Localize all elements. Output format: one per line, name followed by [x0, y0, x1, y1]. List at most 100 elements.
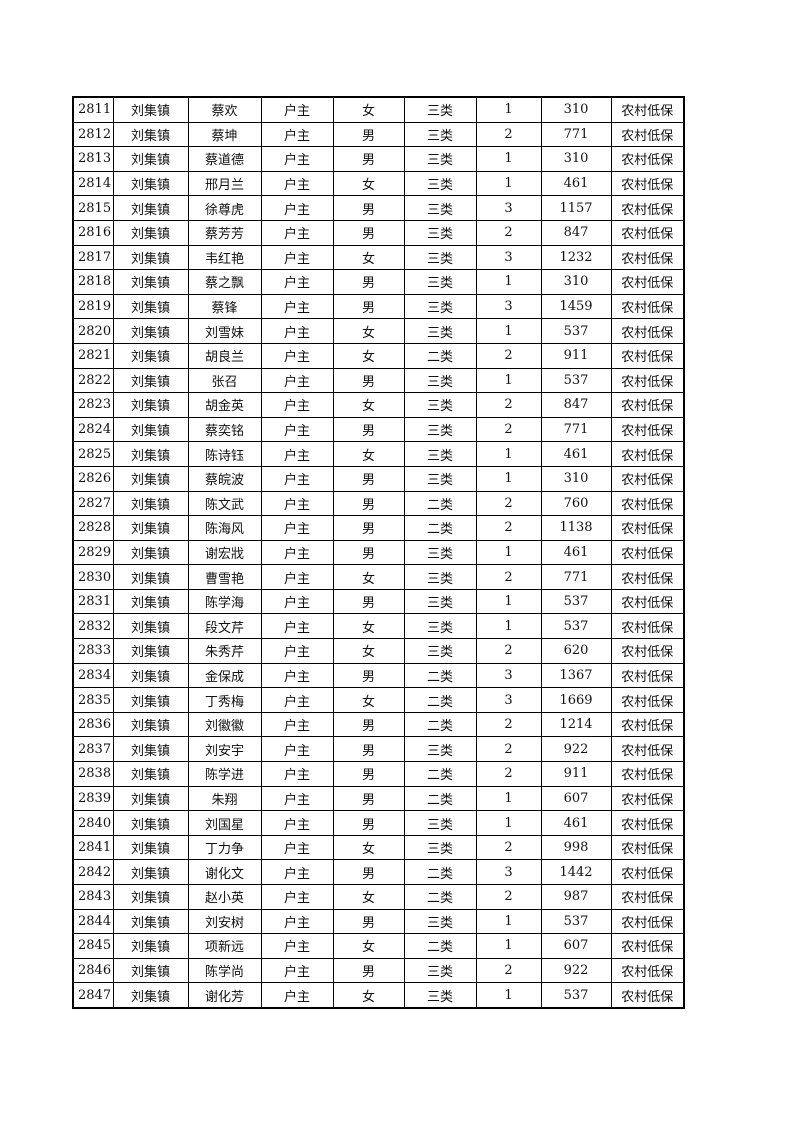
name-cell: 蔡坤	[187, 121, 262, 148]
town-cell: 刘集镇	[112, 933, 189, 959]
row-number-cell: 2826	[72, 465, 114, 492]
row-number-cell: 2829	[72, 539, 114, 566]
assistance-type-cell: 农村低保	[610, 170, 685, 197]
table-row: 2837 刘集镇 刘安宇 户主男三类 2 922 农村低保	[72, 736, 685, 763]
relation-cell: 户主	[260, 515, 334, 541]
table-row: 2828 刘集镇 陈海风 户主男二类 2 1138 农村低保	[72, 515, 685, 541]
row-number-cell: 2842	[72, 859, 114, 885]
name-cell: 刘安宇	[187, 736, 262, 763]
table-row: 2826 刘集镇 蔡皖波 户主男三类 1 310 农村低保	[72, 465, 685, 492]
amount-cell: 620	[540, 638, 612, 664]
gender-cell: 男	[332, 761, 405, 787]
row-number-cell: 2832	[72, 613, 114, 640]
gender-cell: 男	[332, 588, 405, 615]
amount-cell: 1157	[540, 195, 612, 221]
name-cell: 朱秀芹	[187, 638, 262, 664]
town-cell: 刘集镇	[112, 957, 189, 984]
town-cell: 刘集镇	[112, 367, 189, 394]
row-number-cell: 2836	[72, 711, 114, 738]
row-number-cell: 2845	[72, 933, 114, 959]
table-row: 2842 刘集镇 谢化文 户主男二类 3 1442 农村低保	[72, 859, 685, 885]
assistance-type-cell: 农村低保	[610, 269, 685, 295]
household-size-cell: 1	[475, 146, 542, 172]
amount-cell: 911	[540, 761, 612, 787]
town-cell: 刘集镇	[112, 342, 189, 369]
household-size-cell: 1	[475, 96, 542, 123]
household-size-cell: 3	[475, 244, 542, 271]
gender-cell: 男	[332, 810, 405, 836]
household-size-cell: 1	[475, 908, 542, 935]
assistance-type-cell: 农村低保	[610, 441, 685, 467]
gender-cell: 女	[332, 318, 405, 344]
amount-cell: 1232	[540, 244, 612, 271]
row-number-cell: 2831	[72, 588, 114, 615]
relation-cell: 户主	[260, 834, 334, 861]
household-size-cell: 3	[475, 662, 542, 689]
table-row: 2844 刘集镇 刘安树 户主男三类 1 537 农村低保	[72, 908, 685, 935]
gender-cell: 男	[332, 146, 405, 172]
table-row: 2836 刘集镇 刘徽徽 户主男二类 2 1214 农村低保	[72, 711, 685, 738]
household-size-cell: 2	[475, 711, 542, 738]
household-size-cell: 1	[475, 269, 542, 295]
category-cell: 二类	[403, 687, 477, 713]
row-number-cell: 2815	[72, 195, 114, 221]
assistance-type-cell: 农村低保	[610, 859, 685, 885]
table-row: 2820 刘集镇 刘雪妹 户主女三类 1 537 农村低保	[72, 318, 685, 344]
table-row: 2835 刘集镇 丁秀梅 户主女二类 3 1669 农村低保	[72, 687, 685, 713]
household-size-cell: 2	[475, 490, 542, 517]
assistance-type-cell: 农村低保	[610, 416, 685, 443]
amount-cell: 1459	[540, 293, 612, 320]
household-size-cell: 2	[475, 392, 542, 418]
row-number-cell: 2817	[72, 244, 114, 271]
table-row: 2816 刘集镇 蔡芳芳 户主男三类 2 847 农村低保	[72, 219, 685, 246]
row-number-cell: 2846	[72, 957, 114, 984]
category-cell: 二类	[403, 884, 477, 910]
assistance-type-cell: 农村低保	[610, 933, 685, 959]
name-cell: 蔡道德	[187, 146, 262, 172]
row-number-cell: 2814	[72, 170, 114, 197]
household-size-cell: 1	[475, 170, 542, 197]
category-cell: 三类	[403, 810, 477, 836]
amount-cell: 461	[540, 810, 612, 836]
relation-cell: 户主	[260, 662, 334, 689]
table-row: 2845 刘集镇 项新远 户主女二类 1 607 农村低保	[72, 933, 685, 959]
amount-cell: 607	[540, 933, 612, 959]
relation-cell: 户主	[260, 293, 334, 320]
relation-cell: 户主	[260, 539, 334, 566]
category-cell: 二类	[403, 933, 477, 959]
household-size-cell: 2	[475, 219, 542, 246]
relation-cell: 户主	[260, 588, 334, 615]
name-cell: 陈诗钰	[187, 441, 262, 467]
assistance-type-cell: 农村低保	[610, 392, 685, 418]
assistance-type-cell: 农村低保	[610, 146, 685, 172]
assistance-type-cell: 农村低保	[610, 982, 685, 1009]
name-cell: 金保成	[187, 662, 262, 689]
table-row: 2824 刘集镇 蔡奕铭 户主男三类 2 771 农村低保	[72, 416, 685, 443]
table-row: 2834 刘集镇 金保成 户主男二类 3 1367 农村低保	[72, 662, 685, 689]
name-cell: 胡金英	[187, 392, 262, 418]
town-cell: 刘集镇	[112, 219, 189, 246]
name-cell: 刘雪妹	[187, 318, 262, 344]
row-number-cell: 2819	[72, 293, 114, 320]
row-number-cell: 2822	[72, 367, 114, 394]
assistance-type-cell: 农村低保	[610, 711, 685, 738]
relation-cell: 户主	[260, 465, 334, 492]
row-number-cell: 2824	[72, 416, 114, 443]
name-cell: 徐尊虎	[187, 195, 262, 221]
amount-cell: 537	[540, 613, 612, 640]
household-size-cell: 1	[475, 785, 542, 812]
row-number-cell: 2839	[72, 785, 114, 812]
table-row: 2823 刘集镇 胡金英 户主女三类 2 847 农村低保	[72, 392, 685, 418]
assistance-type-cell: 农村低保	[610, 736, 685, 763]
town-cell: 刘集镇	[112, 170, 189, 197]
category-cell: 三类	[403, 269, 477, 295]
town-cell: 刘集镇	[112, 515, 189, 541]
town-cell: 刘集镇	[112, 761, 189, 787]
household-size-cell: 1	[475, 933, 542, 959]
name-cell: 胡良兰	[187, 342, 262, 369]
town-cell: 刘集镇	[112, 416, 189, 443]
relation-cell: 户主	[260, 392, 334, 418]
gender-cell: 男	[332, 219, 405, 246]
town-cell: 刘集镇	[112, 859, 189, 885]
assistance-type-cell: 农村低保	[610, 318, 685, 344]
